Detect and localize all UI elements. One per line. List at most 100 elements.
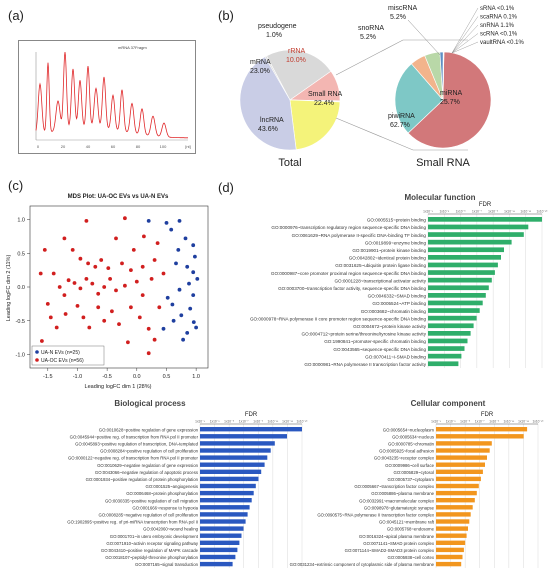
biological-process-tick-label: 1x10⁻¹⁵ [297,420,309,424]
pie-leader-miscrna [407,19,441,56]
molecular-function-bar [428,346,465,351]
biological-process-bar [200,469,262,474]
mds-point [164,221,169,225]
pie-title-small-rna: Small RNA [416,157,470,169]
mds-point [188,306,193,311]
mds-point [149,277,154,281]
molecular-function-category-label: GO:0000987~core promoter proximal region… [271,271,427,276]
mds-point [194,325,199,330]
molecular-function-tick-label: 1x10⁻⁷ [472,210,483,214]
cellular-component-category-label: GO:0005768~endosome [387,527,435,532]
molecular-function-tick-label: 1x10⁻⁹ [488,210,499,214]
mds-point [96,305,101,310]
cellular-component-category-label: GO:0071144~SMAD2-SMAD3 protein complex [345,548,435,553]
biological-process-category-label: GO:1902895~positive reg. of pri-miRNA tr… [67,520,198,525]
molecular-function-category-label: GO:0004712~protein serine/threonine/tyro… [302,332,427,337]
molecular-function-category-label: GO:0019899~enzyme binding [365,240,427,245]
molecular-function-bar [428,262,498,268]
mds-point [102,285,107,289]
pie-value-mrna: 23.0% [250,68,270,75]
cellular-component-bar [436,476,481,482]
mds-point [126,340,130,345]
biological-process-bar [200,434,287,439]
molecular-function-category-label: GO:0001228~transcriptional activator act… [334,278,426,283]
molecular-function-title: Molecular function [404,193,475,202]
mds-point [191,270,196,275]
cellular-component-category-label: GO:0005667~transcription factor complex [354,484,435,489]
pie-slice-piwirna [407,51,492,149]
go-enrichment-charts: Molecular function FDR 1x10⁻¹ 1x10⁻³ 1x10⁻⁵ 1… [67,193,548,568]
trace-axis-tick: 100 [160,144,167,149]
mds-point [177,287,182,292]
pie-leader-line [451,7,479,54]
mds-point [63,312,68,316]
mds-point [185,264,190,269]
mds-point [174,261,178,266]
pie-label-small-rna: Small RNA [308,91,343,98]
panel-label-d: (d) [218,180,234,195]
mds-point [99,258,104,262]
pie-value-lncrna: 43.6% [258,126,278,133]
cellular-component-bar [436,505,473,510]
molecular-function-bar [428,361,459,367]
biological-process: Biological process FDR 1x10⁻¹ 1x10⁻³ 1x10⁻⁵ 1… [67,399,308,568]
panel-label-a: (a) [8,8,24,23]
cellular-component-tick-label: 1x10⁻¹³ [518,420,529,424]
molecular-function-bar [428,224,529,230]
mds-legend-label: UA-OC EVs (n=56) [41,358,84,364]
mds-point [179,313,184,318]
biological-process-bar [200,540,240,545]
cellular-component-category-label: GO:0005829~cytosol [394,470,435,475]
mds-point [176,248,181,252]
mds-point [195,277,200,281]
molecular-function-fdr-label: FDR [479,202,492,208]
molecular-function-bar [428,232,524,237]
mds-point [191,243,196,248]
pie-title-total: Total [278,157,301,169]
biological-process-tick-label: 1x10⁻⁵ [224,420,235,424]
trace-axis-tick: 0 [37,144,40,149]
mds-point [45,302,50,306]
pie-leader-line [451,41,479,54]
molecular-function-bar [428,331,471,336]
biological-process-category-label: GO:0042060~wound healing [143,527,198,532]
molecular-function-category-label: GO:0004672~protein kinase activity [353,324,427,329]
pie-connector-top [335,39,468,76]
biological-process-bar [200,561,233,567]
mds-point [93,264,98,269]
mds-legend-marker [35,350,39,354]
mds-point [72,281,77,285]
biological-process-tick-label: 1x10⁻¹¹ [267,420,278,424]
mds-point [108,277,112,281]
mds-point [84,219,89,223]
biological-process-bar [200,512,248,517]
cellular-component-category-label: GO:0090575~RNA polymerase II transcripti… [317,512,435,517]
molecular-function-tick-label: 1x10⁻¹³ [520,210,531,214]
molecular-function-bar [428,338,468,344]
molecular-function-category-label: GO:0061629~RNA polymerase II-specific DN… [292,233,427,238]
pie-label-rrna: rRNA [288,48,305,55]
biological-process-bar [200,462,265,467]
mds-point [106,266,111,270]
mds-point [181,337,186,342]
cellular-component-category-label: GO:0045121~membrane raft [379,520,435,525]
mds-point [140,293,145,297]
cellular-component-tick-label: 1x10⁻¹¹ [503,420,514,424]
molecular-function-category-label: GO:0019901~protein kinase binding [352,248,426,253]
biological-process-category-label: GO:0010629~negative regulation of gene e… [97,463,199,468]
cellular-component-bar [436,462,485,467]
cellular-component-category-label: GO:0005654~nucleoplasm [383,427,435,432]
cellular-component-bar [436,533,467,538]
pie-value-small-rna: 22.4% [314,100,334,107]
molecular-function-bar [428,300,483,306]
molecular-function-category-label: GO:0003700~transcription factor activity… [278,286,426,291]
mds-point [193,254,197,259]
mds-point [87,325,92,330]
cellular-component-bar [436,526,468,531]
trace-line [35,51,188,139]
molecular-function-bar [428,293,486,298]
molecular-function-tick-label: 1x10⁻¹¹ [504,210,515,214]
biological-process-tick-label: 1x10⁻¹³ [282,420,293,424]
mds-point [123,283,127,288]
mds-point [191,320,196,324]
